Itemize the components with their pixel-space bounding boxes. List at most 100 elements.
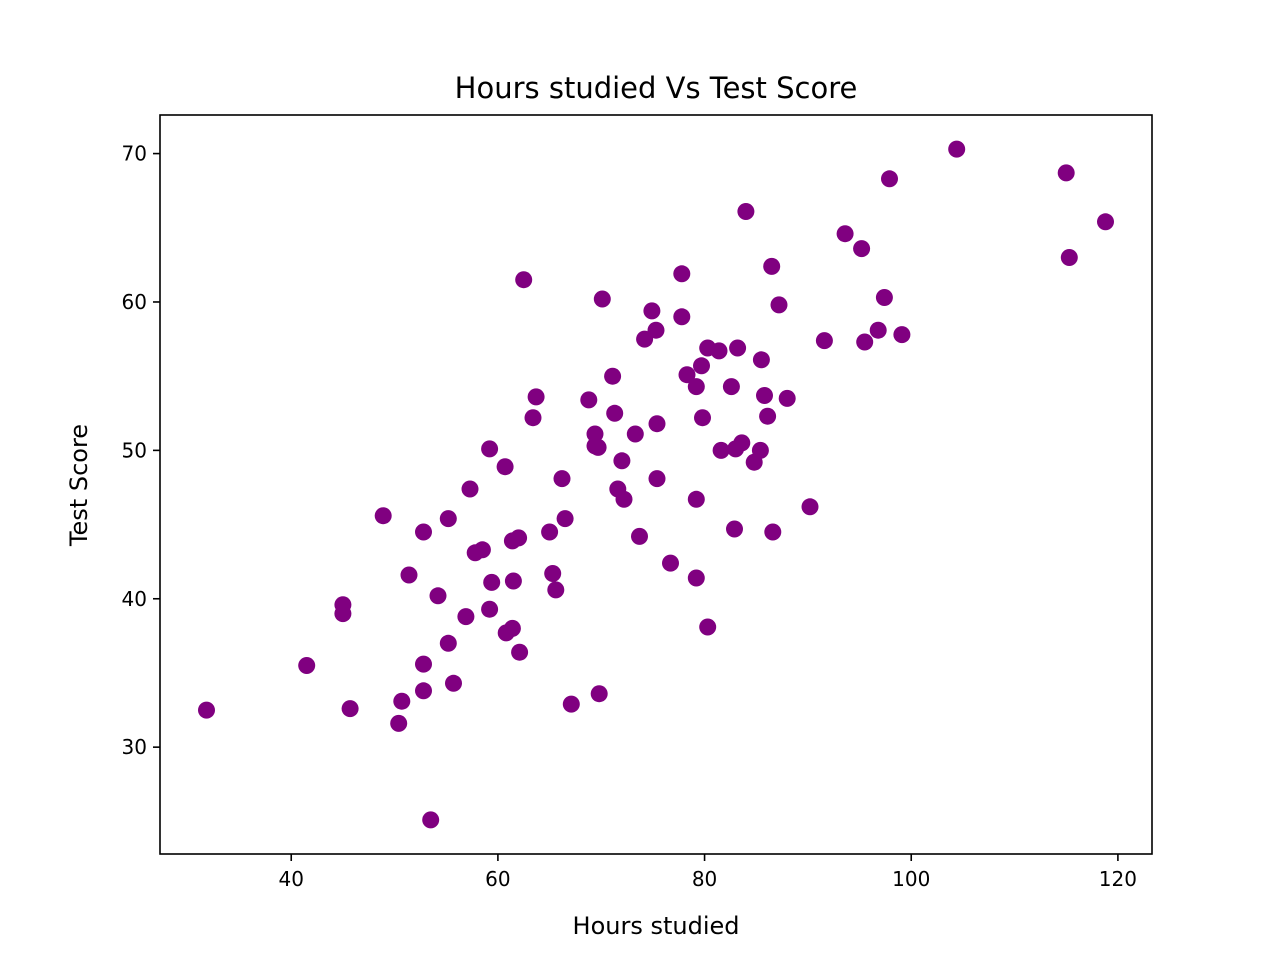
- data-point-0-56: [648, 415, 666, 433]
- data-point-0-36: [547, 581, 565, 599]
- data-point-0-55: [647, 321, 665, 339]
- data-point-0-80: [756, 387, 773, 404]
- data-point-0-44: [590, 685, 608, 703]
- data-point-0-60: [673, 265, 691, 283]
- data-point-0-38: [556, 510, 574, 528]
- data-point-0-6: [390, 714, 408, 732]
- data-point-0-57: [648, 470, 666, 488]
- data-point-0-18: [461, 480, 479, 498]
- x-axis-ticks: 40 60 80 100 120: [279, 854, 1137, 891]
- data-point-0-32: [524, 409, 542, 427]
- data-point-0-9: [415, 655, 432, 673]
- data-point-0-88: [836, 225, 854, 243]
- data-point-0-81: [759, 407, 777, 425]
- data-point-0-30: [511, 643, 529, 661]
- data-point-0-71: [722, 378, 740, 396]
- data-point-0-54: [643, 302, 661, 320]
- data-point-0-49: [613, 452, 631, 470]
- x-tick-label: 40: [279, 867, 304, 891]
- data-point-0-11: [415, 523, 432, 541]
- data-point-0-39: [562, 695, 580, 713]
- x-tick-label: 100: [892, 867, 930, 891]
- data-point-0-91: [869, 321, 887, 339]
- data-point-0-69: [710, 342, 728, 360]
- data-point-0-10: [415, 682, 432, 700]
- data-point-0-17: [457, 608, 475, 626]
- data-point-0-45: [593, 290, 611, 308]
- x-axis-label: Hours studied: [573, 912, 740, 940]
- data-point-0-90: [856, 333, 874, 351]
- x-tick-label: 120: [1099, 867, 1137, 891]
- y-tick-label: 70: [122, 142, 147, 166]
- data-point-0-62: [687, 378, 705, 396]
- data-point-0-64: [687, 569, 705, 587]
- data-point-0-87: [815, 332, 833, 350]
- data-point-0-24: [496, 458, 514, 476]
- y-tick-label: 40: [122, 587, 147, 611]
- data-point-0-27: [504, 572, 522, 590]
- data-point-0-76: [737, 203, 755, 220]
- data-point-0-97: [1060, 249, 1078, 266]
- data-point-0-34: [541, 523, 559, 541]
- data-point-0-74: [729, 339, 747, 357]
- data-point-0-14: [439, 634, 457, 652]
- data-point-0-12: [422, 811, 440, 829]
- data-point-0-13: [429, 587, 447, 605]
- data-point-0-15: [439, 510, 457, 528]
- plot-frame: [159, 114, 1153, 855]
- data-point-0-94: [893, 326, 911, 344]
- data-point-0-8: [400, 566, 418, 584]
- data-point-0-21: [481, 600, 499, 618]
- data-point-0-50: [615, 490, 633, 508]
- data-point-0-95: [948, 140, 966, 158]
- data-point-0-85: [778, 389, 796, 407]
- data-point-0-4: [341, 700, 359, 718]
- data-point-0-86: [801, 498, 819, 516]
- data-point-0-37: [553, 470, 571, 488]
- y-tick-label: 60: [122, 290, 147, 314]
- data-point-0-16: [445, 674, 462, 692]
- data-points: [198, 140, 1114, 829]
- x-tick-label: 60: [485, 867, 510, 891]
- data-point-0-70: [712, 441, 730, 459]
- data-point-0-46: [604, 367, 622, 385]
- data-point-0-47: [606, 404, 624, 422]
- data-point-0-3: [334, 605, 352, 623]
- data-point-0-96: [1057, 164, 1075, 182]
- data-point-0-22: [483, 573, 501, 591]
- data-point-0-7: [393, 692, 411, 710]
- y-axis-label: Test Score: [65, 424, 93, 547]
- data-point-0-61: [678, 366, 696, 384]
- data-point-0-84: [770, 296, 788, 314]
- data-point-0-75: [733, 434, 751, 452]
- data-point-0-79: [752, 351, 770, 369]
- data-point-0-93: [881, 170, 898, 188]
- data-point-0-72: [726, 520, 743, 538]
- data-point-0-58: [662, 554, 679, 572]
- data-point-0-51: [626, 425, 644, 443]
- y-tick-label: 50: [122, 438, 147, 462]
- data-point-0-68: [699, 618, 717, 636]
- data-point-0-42: [586, 425, 604, 443]
- data-point-0-82: [763, 257, 781, 275]
- data-point-0-1: [298, 657, 316, 674]
- data-point-0-98: [1097, 213, 1114, 231]
- data-point-0-66: [694, 409, 711, 427]
- data-point-0-20: [473, 541, 491, 559]
- data-point-0-5: [374, 507, 392, 525]
- x-tick-label: 80: [692, 867, 717, 891]
- data-point-0-43: [589, 438, 607, 456]
- data-point-0-40: [580, 391, 598, 409]
- data-point-0-23: [481, 440, 499, 458]
- data-point-0-33: [527, 388, 545, 406]
- data-point-0-63: [687, 490, 705, 508]
- data-point-0-52: [631, 527, 648, 545]
- data-point-0-26: [503, 619, 521, 637]
- data-point-0-83: [764, 523, 782, 541]
- data-point-0-59: [673, 308, 691, 326]
- data-point-0-89: [853, 240, 871, 258]
- data-point-0-53: [636, 330, 654, 348]
- y-tick-label: 30: [122, 735, 147, 759]
